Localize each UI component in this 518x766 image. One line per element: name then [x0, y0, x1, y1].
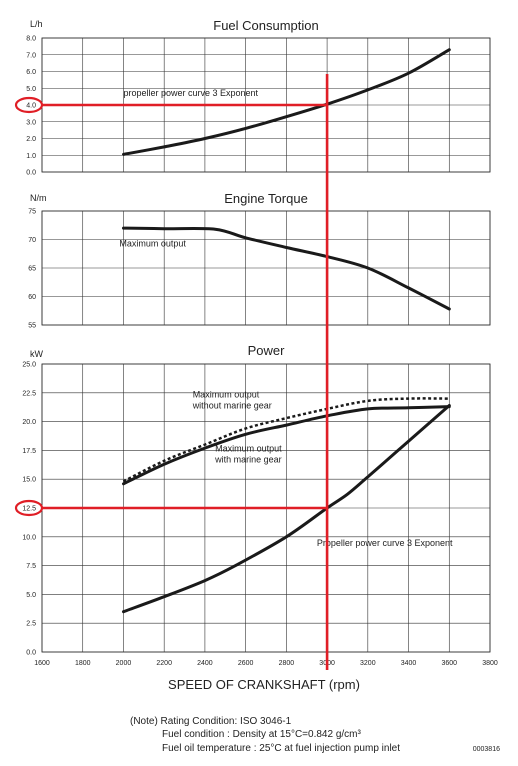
x-tick-label: 1600	[34, 660, 50, 667]
y-unit-torque: N/m	[30, 193, 47, 203]
annotation-power-0: Maximum output without marine gear	[192, 389, 272, 410]
annotation-torque-0: Maximum output	[119, 238, 186, 248]
note-line-2: Fuel condition : Density at 15°C=0.842 g…	[162, 729, 361, 740]
x-tick-label: 2000	[116, 660, 132, 667]
y-tick-label: 0.0	[26, 650, 36, 657]
annotation-line: without marine gear	[192, 400, 272, 410]
note-line-3: Fuel oil temperature : 25°C at fuel inje…	[162, 743, 400, 754]
x-axis-label: SPEED OF CRANKSHAFT (rpm)	[168, 677, 360, 692]
panel-title-fuel: Fuel Consumption	[213, 18, 319, 33]
y-tick-label: 7.5	[26, 563, 36, 570]
note-line-1: (Note) Rating Condition: ISO 3046-1	[130, 716, 292, 727]
plot-frame	[41, 210, 491, 326]
y-tick-label: 25.0	[22, 362, 36, 369]
y-tick-label: 2.5	[26, 621, 36, 628]
y-tick-label: 65	[28, 266, 36, 273]
panel-title-torque: Engine Torque	[224, 191, 308, 206]
marker-ring-fuel	[14, 96, 44, 114]
y-tick-label: 6.0	[26, 69, 36, 76]
y-tick-label: 2.0	[26, 136, 36, 143]
series-line-torque-0	[122, 226, 451, 311]
x-tick-label: 2400	[197, 660, 213, 667]
document-code: 0003816	[473, 746, 500, 753]
y-tick-label: 20.0	[22, 419, 36, 426]
annotation-line: with marine gear	[214, 455, 282, 465]
y-tick-label: 4.0	[26, 103, 36, 110]
x-tick-label: 2200	[156, 660, 172, 667]
x-tick-label: 1800	[75, 660, 91, 667]
y-tick-label: 7.0	[26, 52, 36, 59]
y-tick-label: 3.0	[26, 119, 36, 126]
x-tick-label: 3800	[482, 660, 498, 667]
y-tick-label: 22.5	[22, 390, 36, 397]
y-unit-power: kW	[30, 349, 44, 359]
annotation-power-2: Propeller power curve 3 Exponent	[317, 538, 453, 548]
y-tick-label: 10.0	[22, 534, 36, 541]
x-tick-label: 2600	[238, 660, 254, 667]
y-unit-fuel: L/h	[30, 19, 43, 29]
x-tick-label: 3200	[360, 660, 376, 667]
y-tick-label: 60	[28, 294, 36, 301]
y-tick-label: 8.0	[26, 36, 36, 43]
panel-power: Power kW 0.0 2.5 5.0 7.5 10.0 12.5 15.0 17.5 20.0 2…	[22, 343, 491, 657]
annotation-line: Maximum output	[215, 444, 282, 454]
annotation-fuel-0: propeller power curve 3 Exponent	[123, 88, 258, 98]
x-tick-label: 2800	[279, 660, 295, 667]
y-tick-label: 75	[28, 209, 36, 216]
series-line-power-2	[122, 404, 451, 614]
y-tick-label: 15.0	[22, 477, 36, 484]
annotation-power-1: Maximum output with marine gear	[214, 444, 282, 465]
series-line-fuel-0	[122, 48, 451, 156]
panel-fuel: Fuel Consumption L/h 0.0 1.0 2.0 3.0 4.0 5.0 6.0…	[26, 18, 491, 177]
y-tick-label: 1.0	[26, 153, 36, 160]
y-tick-label: 17.5	[22, 448, 36, 455]
panel-title-power: Power	[248, 343, 286, 358]
y-tick-label: 55	[28, 323, 36, 330]
y-tick-label: 0.0	[26, 170, 36, 177]
y-tick-label: 12.5	[22, 506, 36, 513]
marker-ring-power	[14, 499, 44, 517]
x-tick-label: 3600	[441, 660, 457, 667]
panel-torque: Engine Torque N/m 55 60 65 70 75 Maximum output	[28, 191, 491, 330]
annotation-line: Maximum output	[193, 389, 260, 399]
y-tick-label: 5.0	[26, 592, 36, 599]
series-line-power-0	[122, 397, 450, 483]
series-line-power-1	[122, 405, 451, 486]
y-tick-label: 70	[28, 237, 36, 244]
x-tick-label: 3400	[401, 660, 417, 667]
y-tick-label: 5.0	[26, 86, 36, 93]
